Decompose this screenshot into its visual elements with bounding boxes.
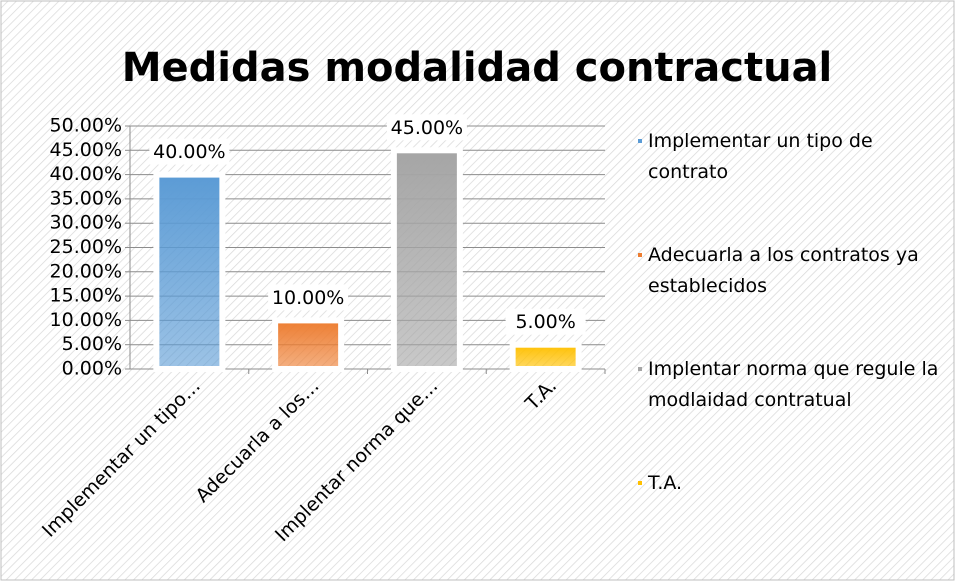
legend-label: Adecuarla a los contratos ya establecido… <box>648 244 919 297</box>
y-tick-label: 20.00% <box>50 260 122 282</box>
value-label-bg <box>149 138 230 165</box>
legend-entry: Implementar un tipo de contrato <box>638 126 943 188</box>
legend-entry: Implentar norma que regule la modlaidad … <box>638 354 943 416</box>
bar <box>272 317 345 372</box>
y-tick-label: 30.00% <box>50 212 122 234</box>
value-label: 10.00% <box>272 287 344 309</box>
value-label: 40.00% <box>153 141 225 163</box>
y-tick-label: 50.00% <box>50 115 122 137</box>
legend-entry: Adecuarla a los contratos ya establecido… <box>638 240 943 302</box>
y-tick-label: 5.00% <box>62 333 122 355</box>
y-tick-label: 10.00% <box>50 309 122 331</box>
legend-swatch <box>638 367 642 371</box>
value-label: 45.00% <box>391 117 463 139</box>
value-label: 5.00% <box>515 311 575 333</box>
legend-entry: T.A. <box>638 468 943 499</box>
legend-swatch <box>638 139 642 143</box>
legend-swatch <box>638 481 642 485</box>
bar <box>509 341 582 373</box>
y-tick-label: 0.00% <box>62 358 122 380</box>
y-tick-label: 35.00% <box>50 187 122 209</box>
value-label-bg <box>386 114 467 141</box>
y-tick-label: 25.00% <box>50 236 122 258</box>
value-label-bg <box>505 308 586 335</box>
bar <box>390 147 463 372</box>
legend-swatch <box>638 253 642 257</box>
y-tick-label: 45.00% <box>50 139 122 161</box>
y-tick-label: 40.00% <box>50 163 122 185</box>
legend-label: Implementar un tipo de contrato <box>648 130 873 183</box>
value-label-bg <box>268 284 349 311</box>
chart-title: Medidas modalidad contractual <box>122 45 833 91</box>
y-tick-label: 15.00% <box>50 285 122 307</box>
bar <box>153 171 226 372</box>
legend-label: Implentar norma que regule la modlaidad … <box>648 358 939 411</box>
legend-label: T.A. <box>648 472 683 494</box>
